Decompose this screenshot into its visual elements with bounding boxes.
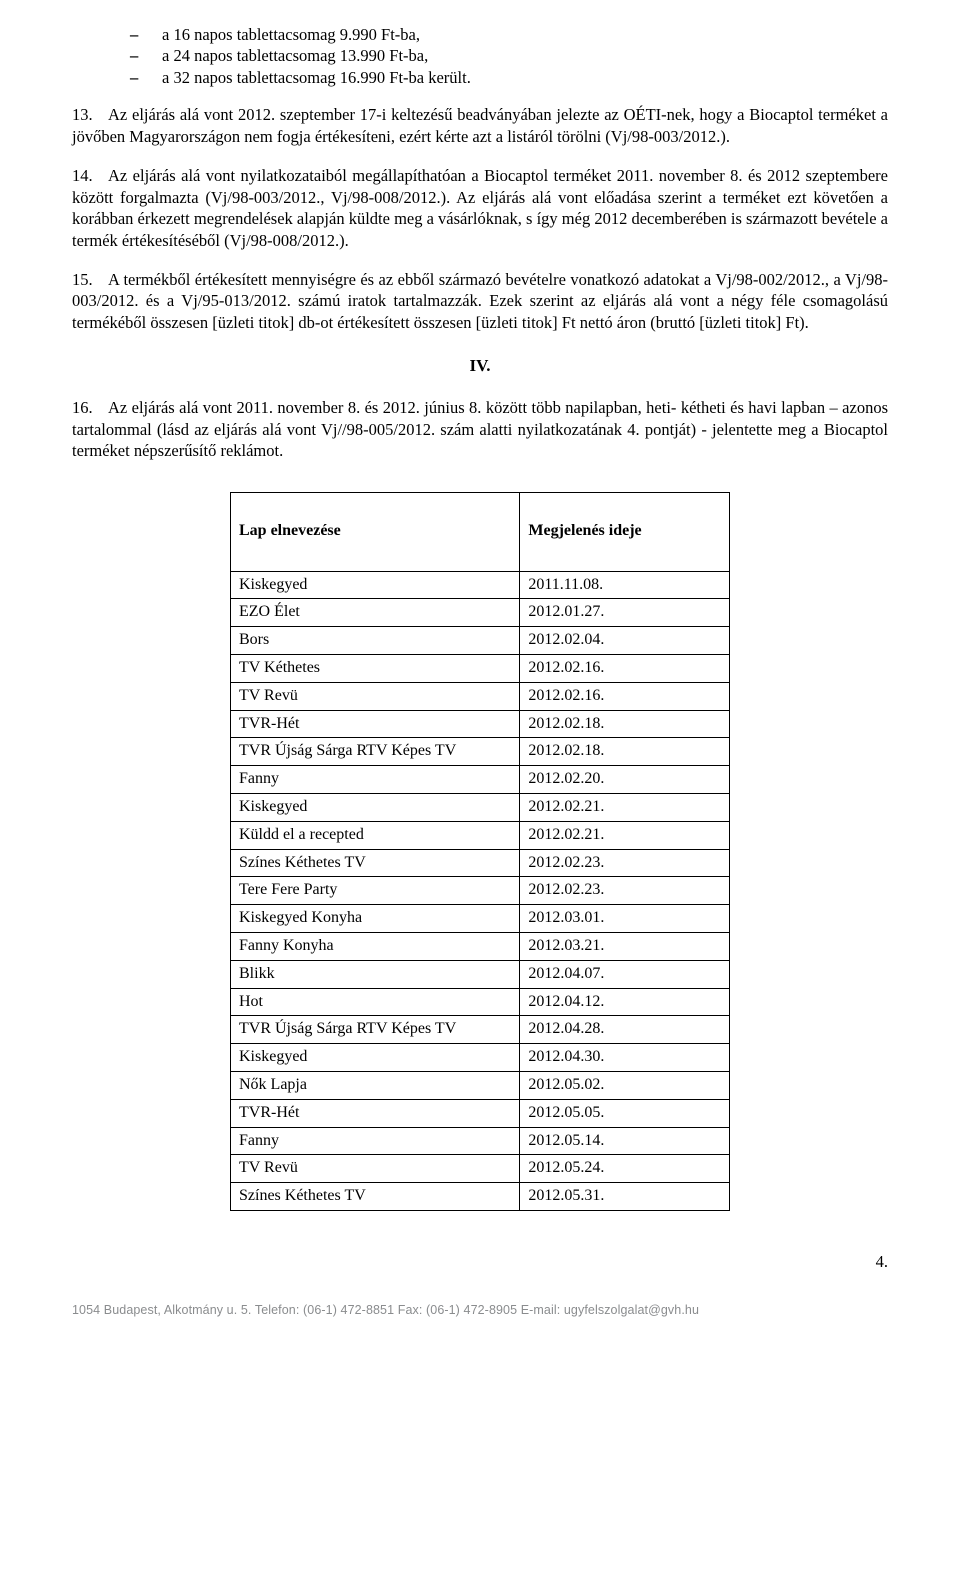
cell-magazine-name: Színes Kéthetes TV	[231, 1183, 520, 1211]
table-row: TVR Újság Sárga RTV Képes TV2012.02.18.	[231, 738, 730, 766]
cell-publication-date: 2012.02.23.	[520, 877, 730, 905]
cell-magazine-name: Kiskegyed	[231, 794, 520, 822]
cell-publication-date: 2012.04.28.	[520, 1016, 730, 1044]
table-row: TV Revü2012.05.24.	[231, 1155, 730, 1183]
column-header-magazine: Lap elnevezése	[231, 492, 520, 571]
table-row: TV Revü2012.02.16.	[231, 682, 730, 710]
cell-magazine-name: TVR-Hét	[231, 1099, 520, 1127]
table-row: Fanny Konyha2012.03.21.	[231, 933, 730, 961]
cell-magazine-name: Kiskegyed	[231, 571, 520, 599]
table-row: Tere Fere Party2012.02.23.	[231, 877, 730, 905]
paragraph-16: 16. Az eljárás alá vont 2011. november 8…	[72, 397, 888, 461]
section-heading-iv: IV.	[72, 355, 888, 377]
list-item: a 24 napos tablettacsomag 13.990 Ft-ba,	[130, 45, 888, 66]
cell-publication-date: 2011.11.08.	[520, 571, 730, 599]
cell-magazine-name: Bors	[231, 627, 520, 655]
table-row: Kiskegyed2011.11.08.	[231, 571, 730, 599]
cell-publication-date: 2012.03.21.	[520, 933, 730, 961]
cell-magazine-name: Blikk	[231, 960, 520, 988]
cell-publication-date: 2012.02.16.	[520, 655, 730, 683]
cell-magazine-name: Fanny	[231, 766, 520, 794]
table-row: Kiskegyed2012.02.21.	[231, 794, 730, 822]
list-item: a 32 napos tablettacsomag 16.990 Ft-ba k…	[130, 67, 888, 88]
table-row: TVR-Hét2012.05.05.	[231, 1099, 730, 1127]
cell-publication-date: 2012.02.18.	[520, 738, 730, 766]
cell-magazine-name: TVR Újság Sárga RTV Képes TV	[231, 1016, 520, 1044]
cell-magazine-name: TVR Újság Sárga RTV Képes TV	[231, 738, 520, 766]
cell-publication-date: 2012.04.07.	[520, 960, 730, 988]
paragraph-15: 15. A termékből értékesített mennyiségre…	[72, 269, 888, 333]
table-row: EZO Élet2012.01.27.	[231, 599, 730, 627]
tablet-price-list: a 16 napos tablettacsomag 9.990 Ft-ba, a…	[72, 24, 888, 88]
publications-table: Lap elnevezése Megjelenés ideje Kiskegye…	[230, 492, 730, 1211]
cell-publication-date: 2012.01.27.	[520, 599, 730, 627]
cell-publication-date: 2012.02.21.	[520, 821, 730, 849]
paragraph-text: Az eljárás alá vont nyilatkozataiból meg…	[72, 165, 888, 251]
table-row: Fanny2012.02.20.	[231, 766, 730, 794]
paragraph-13: 13. Az eljárás alá vont 2012. szeptember…	[72, 104, 888, 147]
table-row: Küldd el a recepted2012.02.21.	[231, 821, 730, 849]
cell-publication-date: 2012.04.30.	[520, 1044, 730, 1072]
numbered-paragraphs-2: 16. Az eljárás alá vont 2011. november 8…	[72, 397, 888, 461]
list-item: a 16 napos tablettacsomag 9.990 Ft-ba,	[130, 24, 888, 45]
cell-magazine-name: Fanny	[231, 1127, 520, 1155]
cell-publication-date: 2012.02.16.	[520, 682, 730, 710]
cell-publication-date: 2012.03.01.	[520, 905, 730, 933]
table-row: Színes Kéthetes TV2012.02.23.	[231, 849, 730, 877]
table-header-row: Lap elnevezése Megjelenés ideje	[231, 492, 730, 571]
page-number: 4.	[72, 1251, 888, 1272]
table-row: Hot2012.04.12.	[231, 988, 730, 1016]
table-row: Nők Lapja2012.05.02.	[231, 1072, 730, 1100]
list-item-text: a 32 napos tablettacsomag 16.990 Ft-ba k…	[162, 68, 471, 87]
cell-magazine-name: TV Revü	[231, 1155, 520, 1183]
cell-magazine-name: EZO Élet	[231, 599, 520, 627]
cell-publication-date: 2012.05.05.	[520, 1099, 730, 1127]
cell-magazine-name: TV Kéthetes	[231, 655, 520, 683]
paragraph-text: A termékből értékesített mennyiségre és …	[72, 269, 888, 333]
cell-publication-date: 2012.05.02.	[520, 1072, 730, 1100]
cell-publication-date: 2012.02.21.	[520, 794, 730, 822]
footer-contact-line: 1054 Budapest, Alkotmány u. 5. Telefon: …	[72, 1302, 888, 1318]
cell-magazine-name: Kiskegyed Konyha	[231, 905, 520, 933]
table-row: Blikk2012.04.07.	[231, 960, 730, 988]
table-row: Kiskegyed2012.04.30.	[231, 1044, 730, 1072]
paragraph-14: 14. Az eljárás alá vont nyilatkozataiból…	[72, 165, 888, 251]
cell-publication-date: 2012.02.18.	[520, 710, 730, 738]
cell-publication-date: 2012.05.14.	[520, 1127, 730, 1155]
cell-publication-date: 2012.02.23.	[520, 849, 730, 877]
cell-magazine-name: Nők Lapja	[231, 1072, 520, 1100]
column-header-date: Megjelenés ideje	[520, 492, 730, 571]
cell-magazine-name: Tere Fere Party	[231, 877, 520, 905]
cell-publication-date: 2012.05.24.	[520, 1155, 730, 1183]
table-row: Színes Kéthetes TV2012.05.31.	[231, 1183, 730, 1211]
cell-magazine-name: Hot	[231, 988, 520, 1016]
cell-magazine-name: Küldd el a recepted	[231, 821, 520, 849]
cell-magazine-name: Fanny Konyha	[231, 933, 520, 961]
table-row: TV Kéthetes2012.02.16.	[231, 655, 730, 683]
table-row: Kiskegyed Konyha2012.03.01.	[231, 905, 730, 933]
cell-publication-date: 2012.02.04.	[520, 627, 730, 655]
table-row: TVR-Hét2012.02.18.	[231, 710, 730, 738]
cell-publication-date: 2012.04.12.	[520, 988, 730, 1016]
list-item-text: a 16 napos tablettacsomag 9.990 Ft-ba,	[162, 25, 420, 44]
paragraph-text: Az eljárás alá vont 2011. november 8. és…	[72, 397, 888, 461]
list-item-text: a 24 napos tablettacsomag 13.990 Ft-ba,	[162, 46, 428, 65]
numbered-paragraphs: 13. Az eljárás alá vont 2012. szeptember…	[72, 104, 888, 333]
cell-magazine-name: TV Revü	[231, 682, 520, 710]
table-row: Bors2012.02.04.	[231, 627, 730, 655]
paragraph-text: Az eljárás alá vont 2012. szeptember 17-…	[72, 104, 888, 147]
cell-publication-date: 2012.05.31.	[520, 1183, 730, 1211]
cell-magazine-name: Kiskegyed	[231, 1044, 520, 1072]
table-row: TVR Újság Sárga RTV Képes TV2012.04.28.	[231, 1016, 730, 1044]
cell-magazine-name: TVR-Hét	[231, 710, 520, 738]
cell-publication-date: 2012.02.20.	[520, 766, 730, 794]
cell-magazine-name: Színes Kéthetes TV	[231, 849, 520, 877]
table-row: Fanny2012.05.14.	[231, 1127, 730, 1155]
